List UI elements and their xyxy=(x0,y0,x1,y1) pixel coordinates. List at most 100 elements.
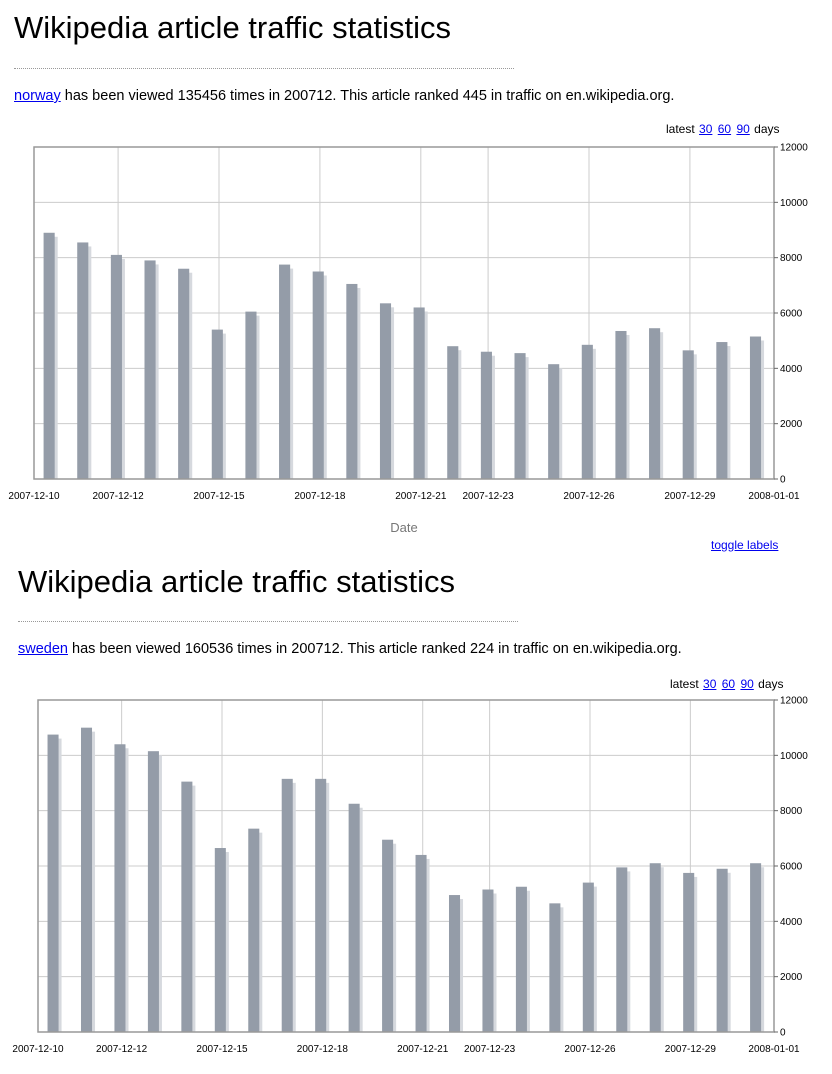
y-tick-label: 12000 xyxy=(780,696,808,707)
bar xyxy=(447,346,459,479)
traffic-chart: 2007-12-10 2007-12-12 2007-12-15 2007-12-18… xyxy=(8,143,808,536)
latest-60-link[interactable]: 60 xyxy=(717,122,732,136)
page-title: Wikipedia article traffic statistics xyxy=(14,10,451,45)
traffic-chart: 2007-12-10 2007-12-12 2007-12-15 2007-12-18… xyxy=(12,696,808,1056)
bar xyxy=(548,364,560,479)
latest-suffix: days xyxy=(758,677,784,691)
bar xyxy=(281,778,293,1032)
x-tick-label: 2007-12-15 xyxy=(196,1044,248,1055)
bar xyxy=(77,242,89,479)
bar xyxy=(482,889,494,1032)
toggle-labels-link[interactable]: toggle labels xyxy=(711,538,779,552)
bar xyxy=(114,744,126,1032)
bar xyxy=(279,264,291,479)
bar xyxy=(716,342,728,479)
article-summary: norway has been viewed 135456 times in 2… xyxy=(14,88,674,104)
bar xyxy=(315,778,327,1032)
latest-prefix: latest xyxy=(670,677,699,691)
traffic-panel-norway: Wikipedia article traffic statistics nor… xyxy=(8,10,808,552)
x-tick-label: 2007-12-26 xyxy=(563,491,615,502)
article-summary: sweden has been viewed 160536 times in 2… xyxy=(18,641,682,657)
bar xyxy=(682,350,694,479)
x-tick-label: 2007-12-23 xyxy=(464,1044,516,1055)
summary-text: has been viewed 160536 times in 200712. … xyxy=(67,641,682,657)
bar xyxy=(346,283,358,479)
latest-90-link[interactable]: 90 xyxy=(736,122,750,136)
latest-30-link[interactable]: 30 xyxy=(699,122,713,136)
x-tick-label: 2008-01-01 xyxy=(748,1044,800,1055)
title-divider xyxy=(18,621,518,622)
bar xyxy=(415,854,427,1032)
y-tick-label: 6000 xyxy=(780,309,803,320)
bar xyxy=(181,781,193,1032)
y-tick-label: 10000 xyxy=(780,751,808,762)
title-divider xyxy=(14,68,514,69)
bar xyxy=(549,903,561,1032)
latest-60-link[interactable]: 60 xyxy=(721,677,736,691)
toggle-labels: toggle labels xyxy=(711,538,778,552)
bar xyxy=(47,734,59,1032)
bar xyxy=(248,828,260,1032)
y-tick-label: 12000 xyxy=(780,143,808,154)
y-tick-label: 8000 xyxy=(780,806,803,817)
bar xyxy=(80,727,93,1032)
article-link[interactable]: sweden xyxy=(18,641,68,657)
bar xyxy=(515,886,527,1032)
y-tick-label: 2000 xyxy=(780,972,803,983)
bar xyxy=(211,329,223,479)
x-tick-label: 2008-01-01 xyxy=(748,491,800,502)
latest-suffix: days xyxy=(754,122,780,136)
bar xyxy=(615,330,627,479)
x-tick-label: 2007-12-12 xyxy=(93,491,145,502)
traffic-panel-sweden: Wikipedia article traffic statistics swe… xyxy=(0,555,832,1074)
x-tick-label: 2007-12-18 xyxy=(297,1044,349,1055)
latest-90-link[interactable]: 90 xyxy=(740,677,754,691)
y-tick-label: 4000 xyxy=(780,364,803,375)
x-tick-label: 2007-12-21 xyxy=(395,491,447,502)
bar xyxy=(649,863,661,1032)
latest-days-selector: latest 30 60 90 days xyxy=(666,122,780,136)
bar xyxy=(480,351,492,479)
bar xyxy=(147,751,159,1032)
x-tick-label: 2007-12-10 xyxy=(12,1044,64,1055)
bar xyxy=(683,872,695,1032)
x-tick-label: 2007-12-29 xyxy=(664,491,716,502)
bar xyxy=(514,353,526,479)
article-link[interactable]: norway xyxy=(14,88,61,104)
page-title: Wikipedia article traffic statistics xyxy=(18,564,455,599)
x-tick-label: 2007-12-18 xyxy=(294,491,346,502)
bar xyxy=(245,311,257,479)
x-axis-label: Date xyxy=(390,520,417,535)
summary-text: has been viewed 135456 times in 200712. … xyxy=(60,88,675,104)
bar xyxy=(144,260,156,479)
bar xyxy=(616,867,628,1032)
x-tick-label: 2007-12-29 xyxy=(665,1044,717,1055)
bar xyxy=(382,839,394,1032)
y-tick-label: 8000 xyxy=(780,253,803,264)
bar xyxy=(178,268,190,479)
y-tick-label: 2000 xyxy=(780,419,803,430)
bar xyxy=(448,895,461,1032)
y-tick-label: 6000 xyxy=(780,862,803,873)
latest-prefix: latest xyxy=(666,122,695,136)
bar xyxy=(379,303,392,479)
bar xyxy=(749,336,762,479)
x-tick-label: 2007-12-10 xyxy=(8,491,60,502)
latest-30-link[interactable]: 30 xyxy=(703,677,717,691)
y-tick-label: 0 xyxy=(780,475,786,486)
bar xyxy=(716,868,728,1032)
bar xyxy=(649,328,661,479)
latest-days-selector: latest 30 60 90 days xyxy=(670,677,784,691)
y-tick-label: 0 xyxy=(780,1028,786,1039)
x-tick-label: 2007-12-26 xyxy=(564,1044,616,1055)
bar xyxy=(413,307,425,479)
x-tick-label: 2007-12-23 xyxy=(463,491,515,502)
y-tick-label: 4000 xyxy=(780,917,803,928)
x-tick-label: 2007-12-12 xyxy=(96,1044,148,1055)
bar xyxy=(581,344,593,479)
y-tick-label: 10000 xyxy=(780,198,808,209)
bar xyxy=(110,254,122,479)
bar xyxy=(214,848,226,1032)
x-tick-label: 2007-12-15 xyxy=(193,491,245,502)
x-tick-label: 2007-12-21 xyxy=(397,1044,449,1055)
